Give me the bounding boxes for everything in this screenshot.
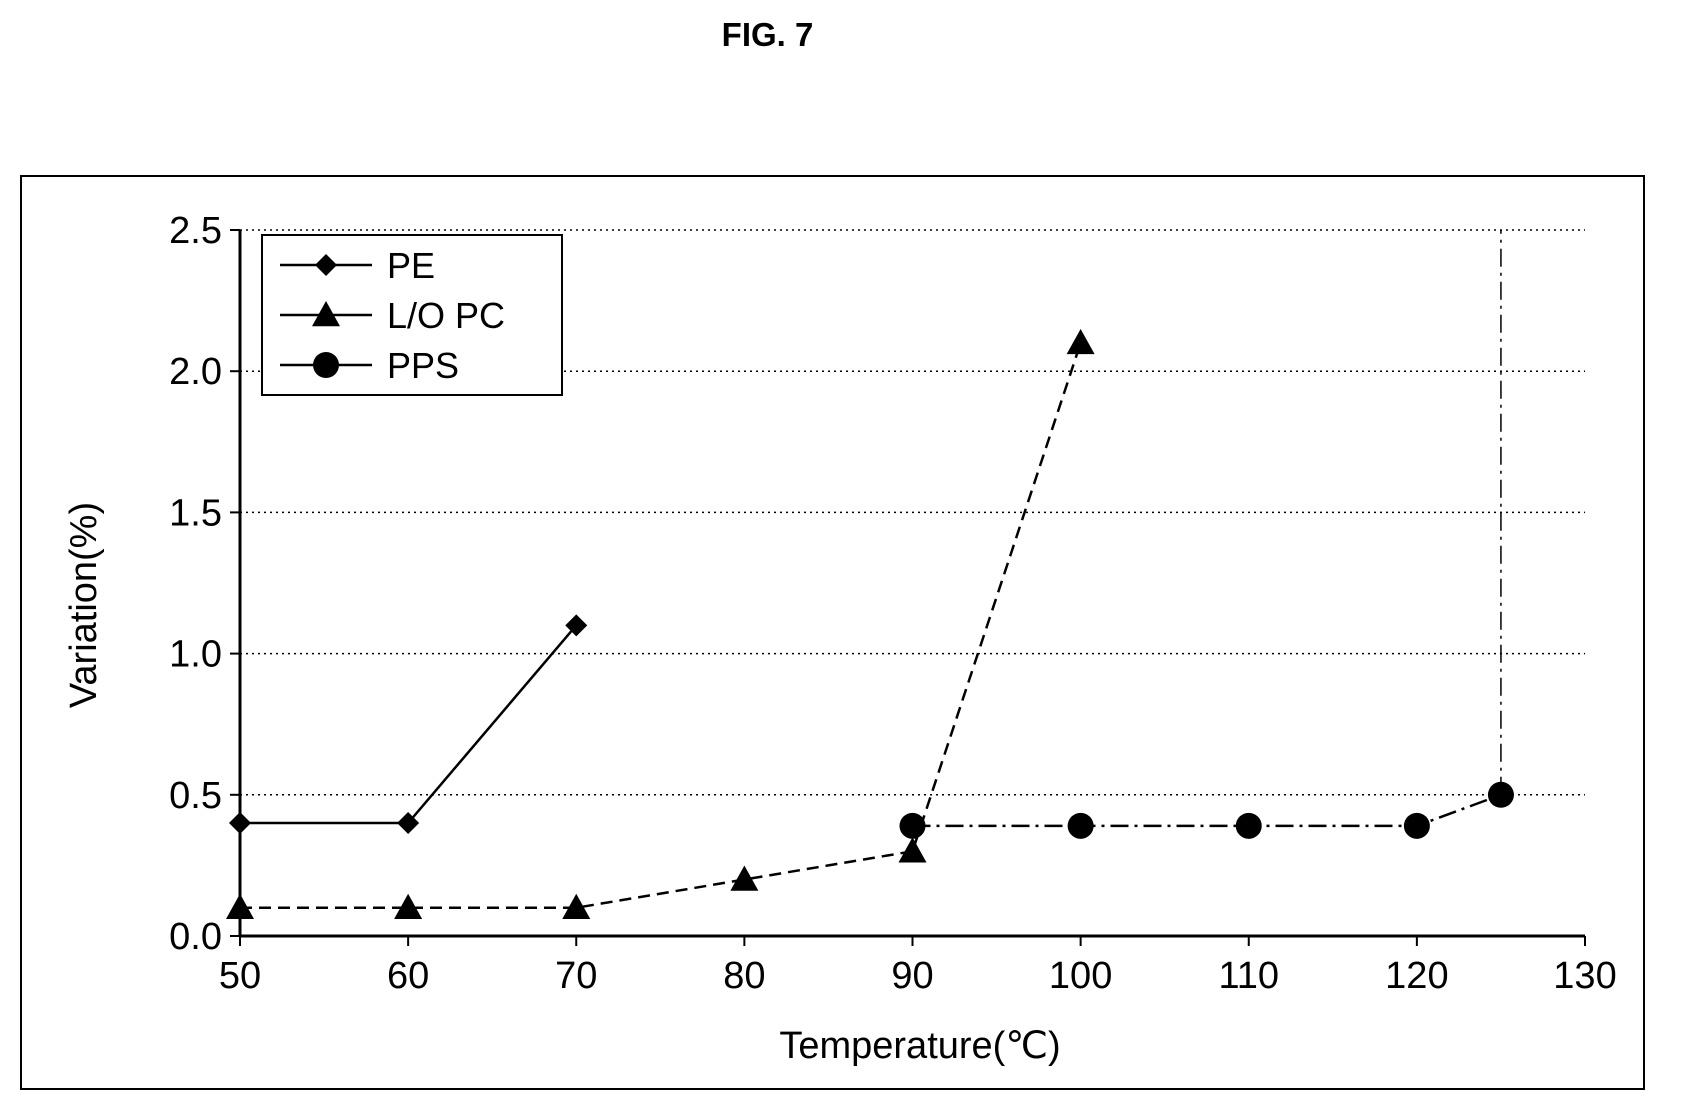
y-tick-label-0: 0.0: [169, 916, 222, 958]
data-point-l-o-pc-5: [1066, 328, 1095, 355]
figure-title: FIG. 7: [721, 16, 814, 53]
tick-labels: 0.0 0.5 1.0 1.5 2.0 2.5 50 60 70 80 90 100 110 120 130: [169, 210, 1617, 997]
legend-marker-l-o-pc: [312, 301, 340, 327]
y-tick-label-1: 0.5: [169, 775, 222, 817]
y-tick-label-2: 1.0: [169, 634, 222, 676]
series-line-l-o-pc: [240, 342, 1082, 910]
data-point-pps-0: [899, 812, 926, 839]
x-tick-label-6: 110: [1218, 955, 1279, 997]
x-tick-label-0: 50: [219, 955, 261, 997]
y-axis-label: Variation(%): [63, 502, 105, 708]
data-point-pe-2: [565, 614, 588, 637]
x-axis-label: Temperature(℃): [779, 1025, 1060, 1067]
data-point-l-o-pc-2: [562, 893, 591, 919]
legend-marker-pps: [313, 352, 339, 378]
series-line-pe: [240, 624, 578, 825]
y-tick-label-4: 2.0: [169, 351, 222, 393]
data-point-pps-2: [1235, 812, 1262, 839]
data-point-pe-1: [397, 812, 420, 835]
legend-label-l-o-pc: L/O PC: [387, 295, 505, 336]
x-tick-label-5: 100: [1049, 955, 1112, 997]
legend-label-pps: PPS: [387, 345, 459, 386]
y-tick-label-3: 1.5: [169, 492, 222, 534]
legend-label-pe: PE: [387, 245, 435, 286]
x-tick-label-7: 120: [1385, 955, 1448, 997]
x-tick-label-3: 80: [723, 955, 765, 997]
x-tick-label-4: 90: [891, 955, 933, 997]
data-point-l-o-pc-4: [898, 837, 927, 863]
data-point-l-o-pc-1: [394, 893, 423, 919]
data-point-pps-1: [1067, 812, 1094, 839]
chart-frame: [20, 175, 1645, 1090]
legend: PE L/O PC PPS: [261, 234, 563, 396]
legend-marker-pe: [315, 254, 337, 276]
x-tick-label-8: 130: [1553, 955, 1616, 997]
x-tick-label-1: 60: [387, 955, 429, 997]
data-point-pe-0: [229, 812, 251, 835]
x-tick-label-2: 70: [555, 955, 597, 997]
grid-lines: [240, 229, 1585, 796]
data-point-l-o-pc-3: [730, 865, 759, 891]
series-layer: [226, 230, 1514, 919]
y-tick-label-5: 2.5: [169, 210, 222, 252]
data-point-l-o-pc-0: [226, 893, 254, 919]
data-point-pps-3: [1403, 812, 1430, 839]
